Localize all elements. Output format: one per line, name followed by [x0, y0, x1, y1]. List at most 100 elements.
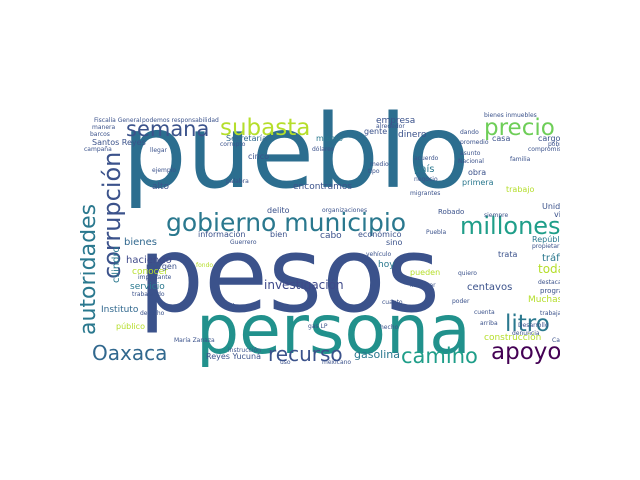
- word-oaxaca: Oaxaca: [92, 341, 168, 365]
- word-encontramos: encontramos: [293, 182, 353, 192]
- word-puebla: Puebla: [426, 229, 447, 236]
- word-manera: manera: [92, 124, 116, 131]
- word-cuanto: cuanto: [382, 299, 403, 306]
- word-gente: gente: [364, 127, 388, 136]
- word-derecho: derecho: [140, 310, 165, 317]
- word-persona: persona: [196, 291, 471, 370]
- word-unidos: Unidos: [542, 202, 560, 211]
- word-reyes-yucuna: Reyes Yucuná: [206, 352, 261, 361]
- word-mismo: mismo: [316, 134, 343, 143]
- word-maria-zanaza: María Zanaza: [174, 337, 215, 344]
- word-canada: Canadá: [552, 337, 560, 344]
- word-cuenta: cuenta: [474, 309, 495, 316]
- word-subasta: subasta: [220, 115, 311, 141]
- word-economico: económico: [358, 230, 402, 239]
- word-muchas: Muchas: [528, 295, 560, 305]
- word-cabo: cabo: [320, 231, 342, 241]
- word-bienes: bienes: [124, 237, 157, 248]
- word-importante: importante: [138, 274, 172, 281]
- word-dinero: dinero: [398, 130, 427, 140]
- word-recurso: recurso: [268, 342, 343, 366]
- word-migrantes: migrantes: [410, 190, 441, 197]
- word-organizaciones: organizaciones: [322, 207, 368, 214]
- word-gobierno-municipio: gobierno municipio: [166, 208, 407, 237]
- word-hoy: hoy: [378, 260, 395, 270]
- word-dolares: dólares: [312, 146, 334, 153]
- word-campana: campaña: [84, 146, 112, 153]
- word-delito: delito: [267, 206, 290, 215]
- word-medio: medio: [370, 161, 389, 168]
- word-empresa: empresa: [376, 116, 416, 126]
- word-conocer: conocer: [132, 267, 168, 277]
- word-margen: margen: [146, 262, 177, 271]
- word-publico: público: [116, 322, 145, 331]
- word-palabra: palabra: [226, 178, 249, 185]
- word-instruccion: instrucción: [228, 347, 261, 354]
- word-trafico: tráfico: [542, 253, 560, 264]
- word-haciendo: haciendo: [126, 255, 172, 266]
- word-litro: litro: [505, 311, 550, 337]
- word-solo: sólo: [226, 303, 239, 310]
- word-trata: trata: [498, 250, 518, 259]
- word-trabajando: trabajando: [132, 291, 165, 298]
- word-primera: primera: [462, 178, 494, 187]
- word-poder: poder: [452, 298, 470, 305]
- word-barcos: barcos: [90, 131, 110, 138]
- word-vida: vida: [554, 210, 560, 219]
- word-semana: semana: [126, 117, 210, 141]
- word-familia: familia: [510, 156, 531, 163]
- word-mexicano: mexicano: [322, 359, 352, 366]
- word-promedio: promedio: [460, 139, 489, 146]
- word-cilindro: cilindro: [111, 246, 122, 283]
- word-arriba: arriba: [480, 320, 498, 327]
- word-alrededor: alrededor: [376, 123, 405, 130]
- word-apoyo: apoyo: [491, 339, 560, 365]
- word-asunto: asunto: [460, 150, 481, 157]
- word-informar: informar: [410, 282, 436, 289]
- word-quiero: quiero: [458, 270, 477, 277]
- word-investigacion: investigación: [264, 278, 344, 292]
- word-trabajo: trabajo: [506, 185, 535, 194]
- word-uso: uso: [280, 359, 291, 366]
- word-camino: camino: [401, 344, 478, 368]
- word-nacional: Nacional: [458, 158, 484, 165]
- word-informacion: información: [198, 230, 246, 239]
- word-autoridades: autoridades: [80, 203, 101, 335]
- word-construccion: construcción: [484, 333, 542, 343]
- word-fiscalia-general: Fiscalía General: [94, 117, 142, 124]
- word-pobre: pobre: [548, 141, 560, 148]
- word-tipo: tipo: [368, 168, 380, 175]
- word-destaca: destaca: [538, 279, 560, 286]
- word-toda: toda: [538, 262, 560, 276]
- word-cargo: cargo: [538, 134, 560, 143]
- word-siempre: siempre: [484, 212, 509, 219]
- word-acuerdo: acuerdo: [414, 155, 439, 162]
- word-instituto: Instituto: [101, 305, 139, 315]
- word-sino: sino: [386, 238, 403, 247]
- word-bienes-inmuebles: bienes inmuebles: [484, 112, 537, 119]
- word-obra: obra: [468, 168, 487, 177]
- word-cinco: cinco: [248, 152, 269, 161]
- word-millones: millones: [460, 212, 560, 240]
- word-dando: dando: [460, 129, 479, 136]
- word-centavos: centavos: [467, 282, 513, 293]
- word-llegar: llegar: [150, 147, 167, 154]
- word-trabajadores: trabajadores: [540, 310, 560, 317]
- word-pais: país: [414, 164, 435, 175]
- word-programa: programa: [540, 287, 560, 295]
- word-republica: República: [532, 235, 560, 244]
- word-bien: bien: [270, 230, 288, 239]
- word-corrupto: corrupto: [220, 141, 246, 148]
- word-compromiso: compromiso: [528, 146, 560, 153]
- word-negocio: negocio: [414, 176, 438, 183]
- word-desarrollo: Desarrollo: [518, 322, 549, 329]
- word-gasolina: gasolina: [354, 348, 401, 361]
- word-guerrero: Guerrero: [230, 239, 257, 246]
- word-servicio: servicio: [130, 282, 165, 292]
- word-casa: casa: [492, 134, 511, 143]
- word-podemos-responsabilidad: podemos responsabilidad: [142, 117, 219, 124]
- word-propietario: propietario: [532, 243, 560, 250]
- word-alto: alto: [152, 182, 170, 192]
- word-vehiculo: vehículo: [366, 251, 392, 258]
